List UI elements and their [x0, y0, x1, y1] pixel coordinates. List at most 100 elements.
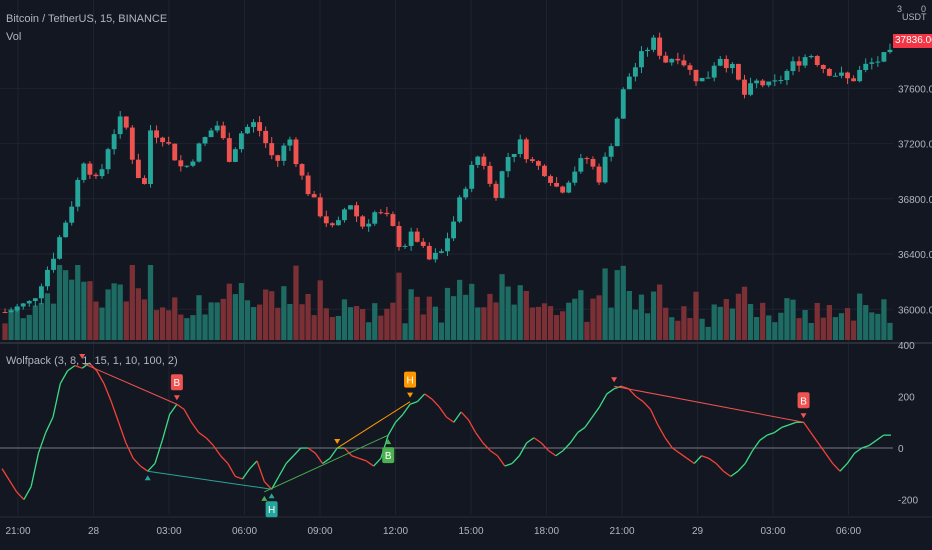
divergence-label-text: B	[385, 451, 392, 462]
candle-body	[360, 216, 366, 227]
candles	[2, 32, 893, 314]
volume-bar	[238, 283, 245, 340]
time-tick-label: 03:00	[156, 526, 181, 537]
indicator-title[interactable]: Wolfpack (3, 8, 1, 15, 1, 10, 100, 2)	[6, 355, 178, 367]
candle-body	[32, 298, 38, 302]
oscillator-segment	[256, 460, 265, 482]
oscillator-tick-label: -200	[898, 496, 918, 507]
oscillator-segment	[730, 470, 739, 477]
candle-body	[645, 49, 650, 52]
candle-body	[523, 139, 529, 160]
candle-body	[693, 69, 699, 82]
oscillator-segment	[409, 401, 418, 405]
divergence-label-text: B	[174, 378, 181, 389]
oscillator-segment	[788, 421, 797, 426]
volume-bar	[335, 315, 342, 340]
price-tick-label: 36400.00	[898, 250, 932, 261]
oscillator-segment	[504, 462, 513, 467]
divergence-marker	[144, 475, 151, 481]
volume-bar	[26, 314, 32, 340]
volume-bar	[778, 312, 784, 340]
volume-bar	[584, 321, 590, 340]
volume-bar	[208, 302, 214, 340]
symbol-title[interactable]: Bitcoin / TetherUS, 15, BINANCE	[6, 13, 168, 25]
top-right-number: 0	[921, 4, 927, 14]
candle-body	[208, 130, 214, 138]
candle-body	[517, 139, 523, 154]
divergence-label-box	[170, 374, 183, 391]
time-tick-label: 29	[692, 526, 704, 537]
volume-bar	[638, 294, 645, 340]
time-tick-label: 06:00	[836, 526, 861, 537]
volume-bar	[596, 295, 602, 340]
candle-body	[196, 143, 202, 162]
candle-body	[499, 171, 505, 198]
candle-body	[8, 310, 14, 313]
volume-bar	[360, 308, 366, 340]
volume-label[interactable]: Vol	[6, 31, 22, 43]
volume-bar	[632, 309, 639, 340]
oscillator-segment	[832, 463, 841, 472]
volume-bar	[190, 315, 196, 340]
candle-body	[705, 77, 711, 79]
candle-body	[414, 231, 420, 242]
volume-bar	[299, 304, 305, 340]
volume-bar	[826, 304, 832, 340]
candle-body	[439, 251, 444, 253]
candle-body	[348, 205, 353, 210]
volume-bar	[469, 283, 475, 340]
oscillator-segment	[482, 442, 491, 452]
oscillator-segment	[358, 457, 367, 462]
volume-bar	[705, 326, 711, 340]
candle-body	[420, 241, 426, 246]
volume-bar	[250, 307, 257, 340]
candle-body	[851, 78, 857, 82]
oscillator-tick-label: 200	[898, 393, 915, 404]
volume-bar	[511, 304, 517, 340]
divergence-marker	[385, 439, 392, 445]
volume-bar	[541, 303, 548, 340]
divergence-label: H	[404, 371, 417, 388]
oscillator-segment	[511, 455, 520, 464]
oscillator-segment	[154, 440, 163, 464]
volume-bar	[669, 317, 675, 340]
candle-body	[93, 174, 99, 177]
volume-bar	[44, 293, 51, 340]
candle-body	[626, 76, 632, 90]
candle-body	[760, 80, 766, 86]
candle-body	[51, 258, 56, 270]
volume-bar	[378, 315, 384, 340]
volume-bar	[644, 313, 651, 340]
oscillator-segment	[438, 406, 448, 418]
volume-bar	[123, 301, 129, 340]
oscillator-segment	[766, 431, 775, 436]
volume-bar	[293, 265, 299, 340]
divergence-line	[614, 385, 804, 423]
candle-body	[651, 37, 657, 50]
volume-bar	[184, 318, 190, 340]
oscillator-segment	[285, 455, 294, 464]
oscillator-segment	[322, 457, 331, 465]
volume-bar	[135, 288, 142, 340]
volume-bar	[547, 306, 554, 340]
oscillator-segment	[241, 468, 251, 480]
volume-bar	[99, 307, 105, 340]
time-tick-label: 15:00	[458, 526, 483, 537]
candle-body	[832, 75, 838, 77]
candle-body	[845, 72, 850, 79]
oscillator-segment	[169, 403, 178, 415]
volume-bar	[323, 308, 329, 340]
oscillator-segment	[613, 385, 622, 390]
candle-body	[572, 171, 578, 183]
oscillator-segment	[744, 450, 754, 464]
candle-body	[20, 303, 26, 307]
volume-bar	[481, 307, 487, 340]
candle-body	[232, 149, 238, 162]
oscillator-segment	[548, 450, 557, 457]
candle-body	[354, 205, 360, 217]
volume-bar	[650, 291, 657, 340]
candle-body	[2, 312, 8, 314]
oscillator-segment	[402, 403, 411, 415]
divergence-label-text: H	[406, 376, 413, 387]
